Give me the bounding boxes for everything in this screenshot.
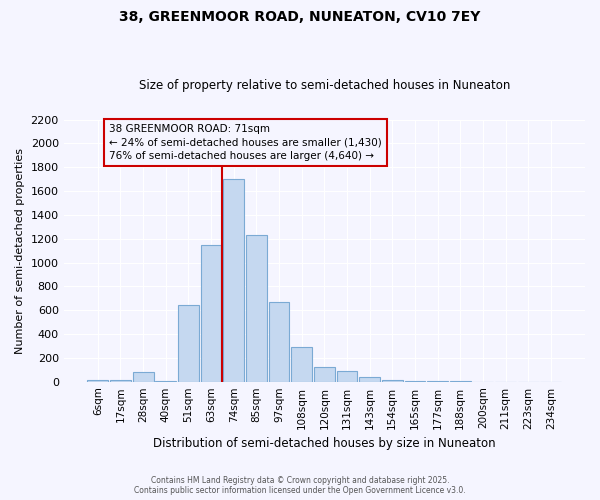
Bar bbox=[200, 244, 221, 382]
Bar bbox=[337, 371, 358, 382]
Bar bbox=[382, 380, 403, 382]
Title: Size of property relative to semi-detached houses in Nuneaton: Size of property relative to semi-detach… bbox=[139, 79, 510, 92]
Bar bbox=[314, 367, 335, 382]
Text: Contains HM Land Registry data © Crown copyright and database right 2025.
Contai: Contains HM Land Registry data © Crown c… bbox=[134, 476, 466, 495]
Bar bbox=[359, 377, 380, 382]
Bar bbox=[155, 381, 176, 382]
Y-axis label: Number of semi-detached properties: Number of semi-detached properties bbox=[15, 148, 25, 354]
Bar bbox=[133, 372, 154, 382]
Text: 38 GREENMOOR ROAD: 71sqm
← 24% of semi-detached houses are smaller (1,430)
76% o: 38 GREENMOOR ROAD: 71sqm ← 24% of semi-d… bbox=[109, 124, 382, 160]
Bar bbox=[246, 235, 267, 382]
Bar bbox=[291, 346, 312, 382]
Bar bbox=[110, 380, 131, 382]
Bar bbox=[88, 380, 108, 382]
Text: 38, GREENMOOR ROAD, NUNEATON, CV10 7EY: 38, GREENMOOR ROAD, NUNEATON, CV10 7EY bbox=[119, 10, 481, 24]
Bar bbox=[178, 306, 199, 382]
Bar bbox=[223, 179, 244, 382]
Bar bbox=[404, 381, 425, 382]
Bar bbox=[269, 302, 289, 382]
X-axis label: Distribution of semi-detached houses by size in Nuneaton: Distribution of semi-detached houses by … bbox=[153, 437, 496, 450]
